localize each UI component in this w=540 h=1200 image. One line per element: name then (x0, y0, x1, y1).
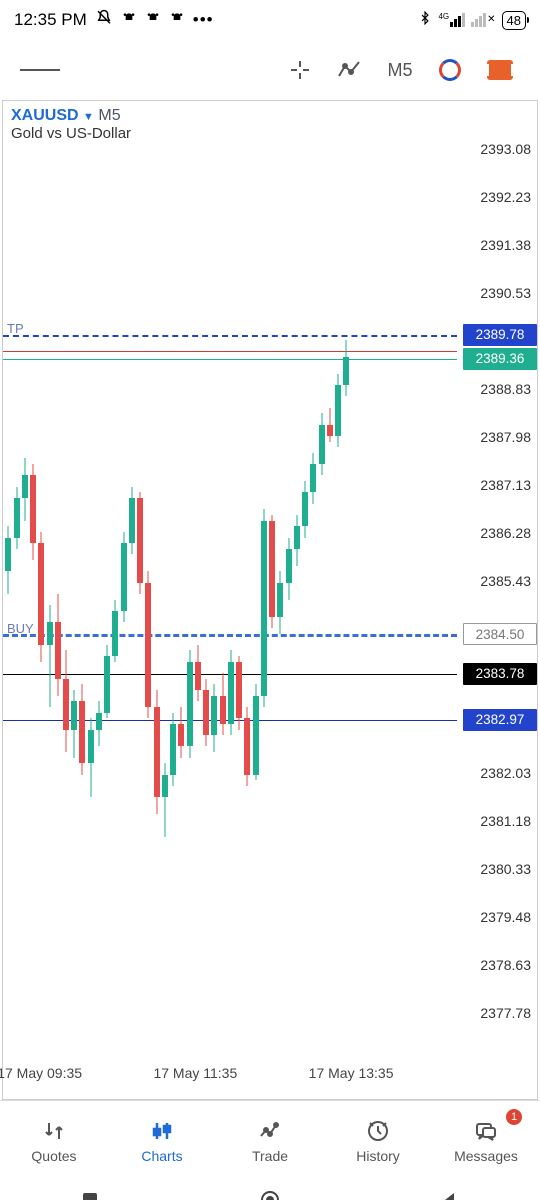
nav-icon (474, 1118, 498, 1144)
symbol-label[interactable]: XAUUSD (11, 107, 79, 124)
x-tick: 17 May 11:35 (153, 1065, 237, 1081)
crosshair-button[interactable] (280, 50, 320, 90)
android-nav-bar (0, 1180, 540, 1200)
x-tick: 17 May 09:35 (0, 1065, 82, 1081)
nav-label: Charts (141, 1148, 182, 1164)
app-icon (121, 10, 137, 31)
home-button[interactable] (260, 1190, 280, 1200)
y-tick: 2386.28 (480, 525, 531, 541)
signal-icon-2: ✕ (471, 13, 495, 27)
y-tick: 2392.23 (480, 189, 531, 205)
mute-icon (95, 9, 113, 32)
price-label: 2382.97 (463, 709, 537, 731)
line-label: TP (7, 321, 24, 336)
price-label: 2389.78 (463, 324, 537, 346)
horizontal-line: BUY 1 (3, 634, 457, 637)
back-button[interactable] (440, 1190, 460, 1200)
chart-plot[interactable]: TP BUY 1 (3, 101, 457, 1059)
y-tick: 2387.13 (480, 477, 531, 493)
y-tick: 2393.08 (480, 141, 531, 157)
y-tick: 2380.33 (480, 861, 531, 877)
nav-messages[interactable]: Messages 1 (432, 1101, 540, 1180)
symbol-description: Gold vs US-Dollar (11, 125, 131, 142)
timeframe-button[interactable]: M5 (380, 50, 420, 90)
y-axis: 2393.08 2392.23 2391.38 2390.53 2388.83 2387.… (457, 101, 537, 1059)
app-toolbar: M5 (0, 40, 540, 100)
bottom-nav: Quotes Charts Trade History Messages 1 (0, 1100, 540, 1180)
nav-icon (258, 1118, 282, 1144)
clock: 12:35 PM (14, 10, 87, 30)
dropdown-icon[interactable]: ▼ (83, 111, 94, 123)
y-tick: 2382.03 (480, 765, 531, 781)
y-tick: 2378.63 (480, 957, 531, 973)
status-bar: 12:35 PM ••• 4G ✕ 48 (0, 0, 540, 40)
recent-apps-button[interactable] (80, 1190, 100, 1200)
more-icon: ••• (193, 10, 214, 30)
new-order-button[interactable] (480, 50, 520, 90)
nav-quotes[interactable]: Quotes (0, 1101, 108, 1180)
y-tick: 2387.98 (480, 429, 531, 445)
price-label: 2384.50 (463, 623, 537, 645)
chart-container[interactable]: XAUUSD ▼ M5 Gold vs US-Dollar TP BUY 1 23… (2, 100, 538, 1100)
app-icon (145, 10, 161, 31)
battery-indicator: 48 (502, 11, 526, 30)
nav-label: Messages (454, 1148, 518, 1164)
signal-icon: 4G (438, 13, 465, 27)
indicators-button[interactable] (330, 50, 370, 90)
horizontal-line (3, 351, 457, 352)
horizontal-line (3, 359, 457, 360)
y-tick: 2390.53 (480, 285, 531, 301)
price-label: 2389.36 (463, 348, 537, 370)
y-tick: 2379.48 (480, 909, 531, 925)
price-label: 2383.78 (463, 663, 537, 685)
y-tick: 2377.78 (480, 1005, 531, 1021)
nav-icon (42, 1118, 66, 1144)
bluetooth-icon (418, 9, 432, 32)
nav-history[interactable]: History (324, 1101, 432, 1180)
nav-trade[interactable]: Trade (216, 1101, 324, 1180)
y-tick: 2388.83 (480, 381, 531, 397)
badge: 1 (506, 1109, 522, 1125)
x-tick: 17 May 13:35 (309, 1065, 394, 1081)
y-tick: 2381.18 (480, 813, 531, 829)
y-tick: 2385.43 (480, 573, 531, 589)
nav-icon (366, 1118, 390, 1144)
chart-header: XAUUSD ▼ M5 Gold vs US-Dollar (11, 107, 131, 143)
menu-button[interactable] (20, 50, 60, 90)
nav-label: History (356, 1148, 400, 1164)
app-icon (169, 10, 185, 31)
x-axis: 17 May 09:35 17 May 11:35 17 May 13:35 (3, 1059, 457, 1099)
timeframe-label: M5 (98, 107, 120, 124)
nav-label: Quotes (31, 1148, 76, 1164)
nav-icon (150, 1118, 174, 1144)
horizontal-line: TP (3, 335, 457, 337)
y-tick: 2391.38 (480, 237, 531, 253)
nav-label: Trade (252, 1148, 288, 1164)
nav-charts[interactable]: Charts (108, 1101, 216, 1180)
chart-type-button[interactable] (430, 50, 470, 90)
